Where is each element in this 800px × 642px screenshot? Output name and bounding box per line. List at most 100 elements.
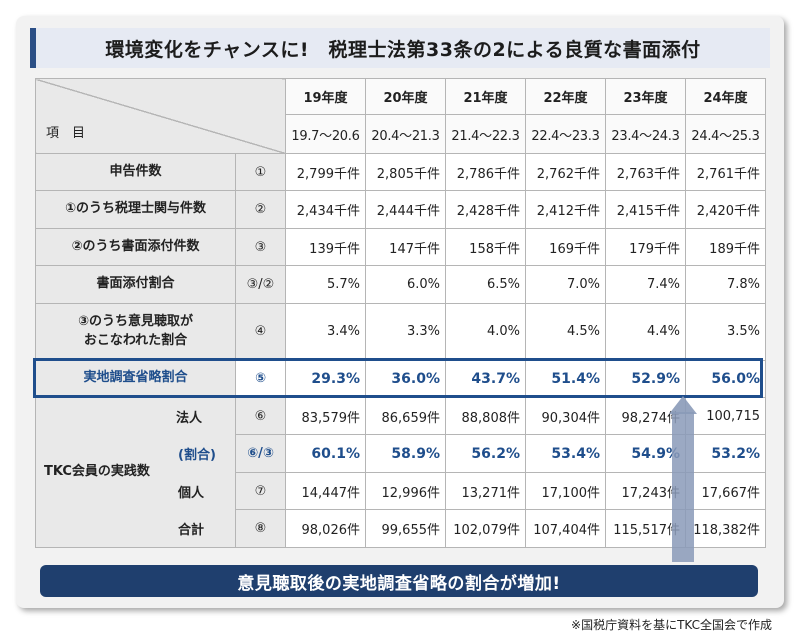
cell-value: 169千件 xyxy=(525,227,606,267)
row-label-line: ③のうち意見聴取が xyxy=(77,313,193,329)
row-number-text: ⑧ xyxy=(254,521,267,537)
cell-value: 100,715 xyxy=(685,396,766,436)
period-header: 19.7～20.6 xyxy=(285,114,366,154)
year-header: 23年度 xyxy=(605,77,686,116)
cell-value: 2,763千件 xyxy=(605,152,686,192)
row-number: ① xyxy=(235,152,286,192)
cell-value: 2,415千件 xyxy=(605,190,686,229)
cell-value: 13,271件 xyxy=(445,471,526,511)
up-arrow-shaft xyxy=(672,412,694,562)
cell-value: 107,404件 xyxy=(525,509,606,548)
cell-value: 83,579件 xyxy=(285,396,366,436)
cell-value: 14,447件 xyxy=(285,471,366,511)
cell-value: 147千件 xyxy=(365,227,446,267)
period-header: 20.4～21.3 xyxy=(365,114,446,154)
item-label: 項 目 xyxy=(46,125,86,141)
cell-value: 52.9% xyxy=(605,359,686,399)
cell-value: 58.9% xyxy=(365,434,446,473)
period-header: 23.4～24.3 xyxy=(605,114,686,154)
period-header: 22.4～23.3 xyxy=(525,114,606,154)
year-header: 19年度 xyxy=(285,77,366,116)
page-title: 環境変化をチャンスに! 税理士法第33条の2による良質な書面添付 xyxy=(30,28,770,68)
period-header: 21.4～22.3 xyxy=(445,114,526,154)
cell-value: 179千件 xyxy=(605,227,686,267)
cell-value: 56.0% xyxy=(685,359,766,399)
cell-value: 139千件 xyxy=(285,227,366,267)
cell-value: 6.0% xyxy=(365,265,446,304)
cell-value: 86,659件 xyxy=(365,396,446,436)
row-label: 実地調査省略割合 xyxy=(35,359,236,399)
cell-value: 5.7% xyxy=(285,265,366,304)
row-number-text: ⑥ xyxy=(254,408,267,424)
cell-value: 6.5% xyxy=(445,265,526,304)
cell-value: 102,079件 xyxy=(445,509,526,548)
cell-value: 158千件 xyxy=(445,227,526,267)
cell-value: 7.0% xyxy=(525,265,606,304)
group-label: TKC会員の実践数 xyxy=(35,397,236,548)
up-arrow-icon xyxy=(669,396,697,414)
cell-value: 17,100件 xyxy=(525,471,606,511)
cell-value: 189千件 xyxy=(685,227,766,267)
row-label: 書面添付割合 xyxy=(35,265,236,304)
row-label: ①のうち税理士関与件数 xyxy=(35,190,236,229)
cell-value: 2,805千件 xyxy=(365,152,446,192)
cell-value: 2,444千件 xyxy=(365,190,446,229)
cell-value: 53.4% xyxy=(525,434,606,473)
statistics-table: 項 目 19年度 20年度 21年度 22年度 23年度 24年度 19.7～2… xyxy=(35,77,766,548)
row-label-line: おこなわれた割合 xyxy=(83,332,188,348)
row-number: 法人 ⑥ xyxy=(176,396,286,436)
cell-value: 2,762千件 xyxy=(525,152,606,192)
table-row: 書面添付割合 ③/② 5.7% 6.0% 6.5% 7.0% 7.4% 7.8% xyxy=(35,265,766,304)
row-number: 合計 ⑧ xyxy=(178,509,286,548)
cell-value: 29.3% xyxy=(285,359,366,399)
table-row: TKC会員の実践数 法人 法人 ⑥ 83,579件 86,659件 88,808… xyxy=(35,396,766,548)
cell-value: 12,996件 xyxy=(365,471,446,511)
row-number: ② xyxy=(235,190,286,229)
sub-label: 法人 xyxy=(176,410,203,426)
table-row: ③のうち意見聴取が おこなわれた割合 ④ 3.4% 3.3% 4.0% 4.5%… xyxy=(35,302,766,361)
table-row: 合計 ⑧ 98,026件 99,655件 102,079件 107,404件 1… xyxy=(36,509,766,548)
row-number: ⑤ xyxy=(235,359,286,399)
cell-value: 4.4% xyxy=(605,302,686,361)
year-header: 24年度 xyxy=(685,77,766,116)
year-header: 21年度 xyxy=(445,77,526,116)
cell-value: 51.4% xyxy=(525,359,606,399)
cell-value: 2,434千件 xyxy=(285,190,366,229)
table-row: 申告件数 ① 2,799千件 2,805千件 2,786千件 2,762千件 2… xyxy=(35,152,766,192)
row-label: ③のうち意見聴取が おこなわれた割合 xyxy=(35,302,236,361)
cell-value: 7.4% xyxy=(605,265,686,304)
row-label: 申告件数 xyxy=(35,152,236,192)
cell-value: 53.2% xyxy=(685,434,766,473)
row-number: ③ xyxy=(235,227,286,267)
table-row: ①のうち税理士関与件数 ② 2,434千件 2,444千件 2,428千件 2,… xyxy=(35,190,766,229)
cell-value: 4.5% xyxy=(525,302,606,361)
sub-label: 個人 xyxy=(178,485,205,501)
cell-value: 2,412千件 xyxy=(525,190,606,229)
year-header: 22年度 xyxy=(525,77,606,116)
table-row: ②のうち書面添付件数 ③ 139千件 147千件 158千件 169千件 179… xyxy=(35,227,766,267)
sub-label: 合計 xyxy=(178,523,205,539)
cell-value: 2,799千件 xyxy=(285,152,366,192)
sub-label: (割合) xyxy=(178,448,216,464)
row-number: 個人 ⑦ xyxy=(178,471,286,511)
cell-value: 2,428千件 xyxy=(445,190,526,229)
row-label: ②のうち書面添付件数 xyxy=(35,227,236,267)
row-number: ③/② xyxy=(235,265,286,304)
cell-value: 56.2% xyxy=(445,434,526,473)
cell-value: 118,382件 xyxy=(685,509,766,548)
cell-value: 43.7% xyxy=(445,359,526,399)
source-footnote: ※国税庁資料を基にTKC全国会で作成 xyxy=(571,618,772,632)
cell-value: 60.1% xyxy=(285,434,366,473)
cell-value: 2,420千件 xyxy=(685,190,766,229)
conclusion-banner: 意見聴取後の実地調査省略の割合が増加! xyxy=(40,565,758,597)
cell-value: 90,304件 xyxy=(525,396,606,436)
cell-value: 99,655件 xyxy=(365,509,446,548)
row-number-text: ⑥/③ xyxy=(247,446,274,462)
cell-value: 2,761千件 xyxy=(685,152,766,192)
cell-value: 7.8% xyxy=(685,265,766,304)
header-row-years: 項 目 19年度 20年度 21年度 22年度 23年度 24年度 xyxy=(35,77,766,154)
row-number: ④ xyxy=(235,302,286,361)
cell-value: 98,026件 xyxy=(285,509,366,548)
cell-value: 3.3% xyxy=(365,302,446,361)
cell-value: 2,786千件 xyxy=(445,152,526,192)
